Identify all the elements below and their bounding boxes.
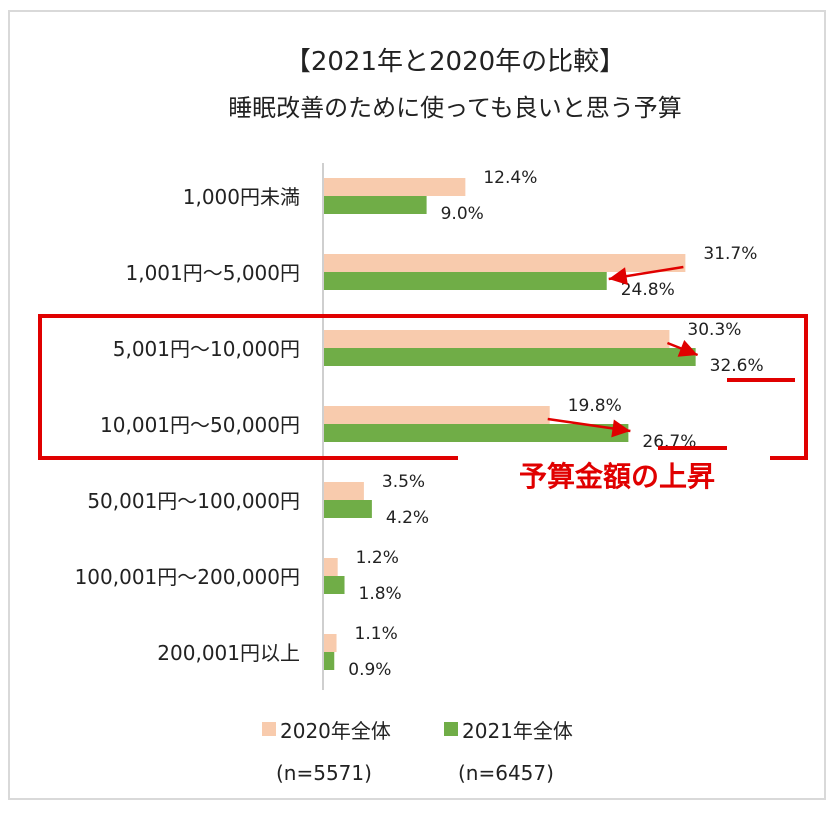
legend-swatch bbox=[444, 722, 458, 736]
legend-sample-size: (n=5571) bbox=[276, 761, 372, 785]
category-label: 1,001円～5,000円 bbox=[125, 261, 300, 285]
plot-area: 1,000円未満 12.4% 9.0% 1,001円～5,000円 31.7% 24.8%… bbox=[75, 168, 795, 680]
legend: 2020年全体 (n=5571) 2021年全体 (n=6457) bbox=[262, 719, 573, 785]
value-label: 0.9% bbox=[348, 660, 391, 680]
bar-2021 bbox=[324, 652, 335, 670]
bar-2021 bbox=[324, 348, 696, 366]
value-label: 1.1% bbox=[355, 624, 398, 644]
value-label: 24.8% bbox=[621, 280, 675, 300]
bar-2020 bbox=[324, 634, 337, 652]
highlight-box-gap bbox=[458, 452, 770, 466]
bar-2020 bbox=[324, 254, 686, 272]
bar-2020 bbox=[324, 330, 670, 348]
value-label: 30.3% bbox=[687, 320, 741, 340]
bar-2021 bbox=[324, 500, 372, 518]
category-label: 1,000円未満 bbox=[183, 185, 300, 209]
bar-2020 bbox=[324, 558, 338, 576]
value-label: 31.7% bbox=[703, 244, 757, 264]
category-label: 10,001円～50,000円 bbox=[100, 413, 300, 437]
category-label: 5,001円～10,000円 bbox=[113, 337, 300, 361]
bar-2021 bbox=[324, 196, 427, 214]
category-label: 200,001円以上 bbox=[157, 641, 300, 665]
legend-swatch bbox=[262, 722, 276, 736]
change-arrow-head bbox=[677, 339, 698, 357]
category-label: 100,001円～200,000円 bbox=[75, 565, 300, 589]
bar-2020 bbox=[324, 178, 466, 196]
bar-2021 bbox=[324, 576, 345, 594]
legend-label: 2021年全体 bbox=[462, 719, 573, 743]
chart-title: 【2021年と2020年の比較】 bbox=[285, 47, 625, 77]
value-label: 1.8% bbox=[359, 584, 402, 604]
highlight-box bbox=[38, 314, 808, 460]
value-label: 3.5% bbox=[382, 472, 425, 492]
value-label: 12.4% bbox=[483, 168, 537, 188]
value-label: 1.2% bbox=[356, 548, 399, 568]
change-arrow-head bbox=[611, 419, 631, 438]
chart-frame bbox=[8, 10, 826, 800]
bar-2020 bbox=[324, 406, 550, 424]
value-label: 19.8% bbox=[568, 396, 622, 416]
category-label: 50,001円～100,000円 bbox=[87, 489, 300, 513]
annotation-label: 予算金額の上昇 bbox=[519, 460, 715, 493]
legend-label: 2020年全体 bbox=[280, 719, 391, 743]
bar-2021 bbox=[324, 424, 629, 442]
value-label: 4.2% bbox=[386, 508, 429, 528]
value-label: 9.0% bbox=[441, 204, 484, 224]
change-arrow-head bbox=[608, 267, 628, 286]
legend-sample-size: (n=6457) bbox=[458, 761, 554, 785]
value-label: 32.6% bbox=[710, 356, 764, 376]
bar-2021 bbox=[324, 272, 607, 290]
chart-subtitle: 睡眠改善のために使っても良いと思う予算 bbox=[228, 94, 682, 122]
bar-2020 bbox=[324, 482, 364, 500]
